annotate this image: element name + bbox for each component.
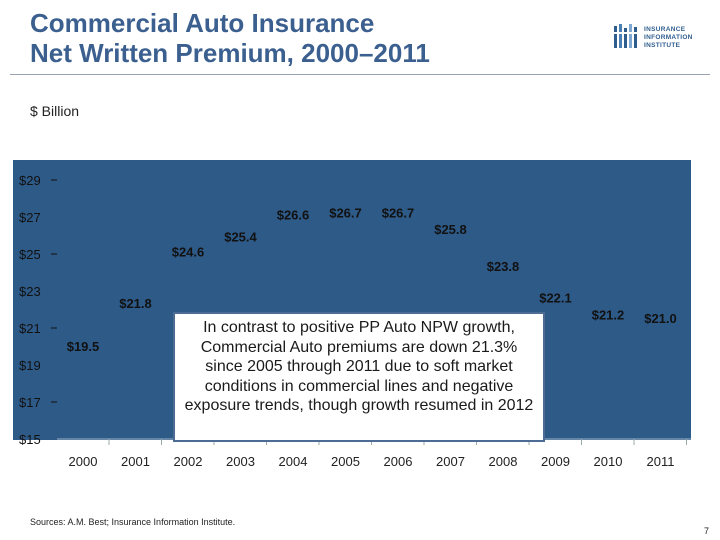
unit-label: $ Billion: [30, 103, 80, 119]
iii-logo-icon: [614, 24, 637, 48]
logo-line-1: INSURANCE: [644, 26, 686, 33]
x-tick-label: 2000: [69, 454, 98, 469]
data-point: [552, 304, 559, 311]
x-tick-label: 2005: [331, 454, 360, 469]
iii-logo-text: INSURANCE INFORMATION INSTITUTE: [644, 26, 693, 50]
y-tick-label: $29: [19, 173, 41, 188]
data-point: [342, 219, 349, 226]
y-tick-label: $15: [19, 432, 41, 447]
data-label: $23.8: [487, 259, 520, 274]
x-tick-label: 2001: [121, 454, 150, 469]
slide-title: Commercial Auto Insurance Net Written Pr…: [30, 8, 590, 68]
source-note: Sources: A.M. Best; Insurance Informatio…: [30, 517, 236, 527]
x-tick-label: 2008: [489, 454, 518, 469]
callout-box: In contrast to positive PP Auto NPW grow…: [173, 312, 545, 442]
data-point: [290, 221, 296, 228]
x-tick-label: 2006: [384, 454, 413, 469]
x-tick-label: 2010: [594, 454, 623, 469]
data-point: [80, 352, 86, 359]
data-label: $26.6: [277, 207, 310, 222]
data-point: [185, 258, 191, 265]
series-line: [82, 221, 661, 357]
data-label: $19.5: [67, 339, 100, 354]
x-tick-label: 2002: [174, 454, 203, 469]
data-point: [395, 219, 401, 226]
x-tick-label: 2007: [436, 454, 465, 469]
logo-line-3: INSTITUTE: [644, 42, 681, 49]
data-point: [132, 310, 139, 317]
data-label: $25.8: [434, 222, 467, 237]
y-tick-label: $25: [19, 247, 41, 262]
data-point: [605, 321, 611, 328]
data-label: $21.0: [644, 311, 677, 326]
x-tick-label: 2009: [541, 454, 570, 469]
data-point: [237, 243, 244, 250]
data-label: $25.4: [224, 230, 257, 245]
page-number: 7: [704, 526, 710, 536]
y-tick-label: $17: [19, 395, 41, 410]
data-label: $24.6: [172, 244, 205, 259]
data-point: [657, 325, 664, 331]
y-tick-label: $19: [19, 358, 41, 373]
y-tick-label: $23: [19, 284, 41, 299]
title-line-2: Net Written Premium, 2000–2011: [30, 38, 430, 68]
chart-area: $15 $17 $19 $21 $23 $25 $27 $29 2000 2001 2002 2003…: [13, 160, 691, 478]
iii-logo: INSURANCE INFORMATION INSTITUTE: [614, 20, 714, 60]
x-axis-band: [13, 440, 691, 478]
title-line-1: Commercial Auto Insurance: [30, 8, 375, 38]
y-tick-label: $27: [19, 210, 41, 225]
data-point: [447, 236, 454, 243]
x-tick-label: 2011: [647, 454, 675, 469]
data-point: [500, 273, 506, 280]
x-tick-label: 2004: [279, 454, 308, 469]
data-label: $21.2: [592, 307, 625, 322]
data-label: $22.1: [539, 291, 572, 306]
data-label: $21.8: [119, 296, 152, 311]
x-tick-label: 2003: [226, 454, 255, 469]
y-tick-label: $21: [19, 321, 41, 336]
logo-line-2: INFORMATION: [644, 34, 693, 41]
data-label: $26.7: [382, 206, 415, 221]
data-label: $26.7: [329, 206, 362, 221]
title-divider: [10, 74, 710, 75]
